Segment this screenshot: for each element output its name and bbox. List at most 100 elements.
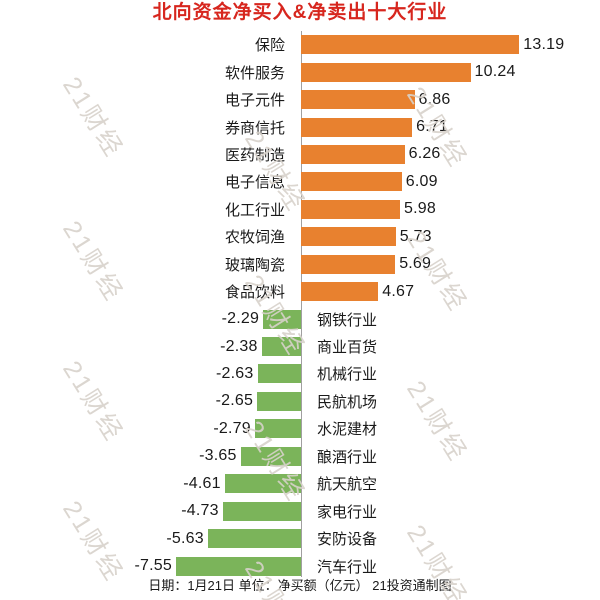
row-right-zone: 5.69 (301, 254, 600, 274)
chart-title: 北向资金净买入&净卖出十大行业 (152, 2, 448, 23)
category-label: 水泥建材 (317, 421, 378, 439)
category-label: 钢铁行业 (317, 311, 378, 329)
row-left-zone: 玻璃陶瓷 (0, 254, 301, 275)
row-right-zone: 钢铁行业 (301, 309, 600, 330)
bar-rows: 保险 13.19 软件服务 10.24 电子元件 6.86 券商信托 6.71 医药制造 6.26… (0, 31, 600, 580)
value-label: -2.63 (216, 364, 254, 382)
value-label: -2.65 (215, 392, 254, 410)
negative-bar-航天航空 (224, 474, 301, 494)
value-label: -2.38 (220, 337, 258, 355)
positive-bar-券商信托 (301, 117, 413, 137)
row-left-zone: -5.63 (0, 529, 301, 549)
value-label: 10.24 (474, 63, 516, 81)
bar-row-汽车行业: -7.55 汽车行业 (0, 552, 600, 579)
category-label: 软件服务 (224, 64, 285, 82)
bar-row-安防设备: -5.63 安防设备 (0, 525, 600, 552)
category-label: 券商信托 (224, 119, 285, 137)
row-left-zone: -2.29 (0, 309, 301, 329)
negative-bar-汽车行业 (176, 556, 301, 576)
positive-bar-化工行业 (301, 199, 400, 219)
value-label: 4.67 (382, 282, 415, 300)
negative-bar-机械行业 (257, 364, 301, 384)
category-label: 酿酒行业 (317, 448, 378, 466)
negative-bar-酿酒行业 (240, 446, 301, 466)
row-right-zone: 5.98 (301, 199, 600, 219)
value-label: 13.19 (523, 35, 565, 53)
positive-bar-保险 (301, 35, 520, 55)
value-label: 6.86 (418, 90, 451, 108)
row-left-zone: -4.73 (0, 501, 301, 521)
row-right-zone: 机械行业 (301, 363, 600, 384)
row-left-zone: -2.65 (0, 391, 301, 411)
category-label: 安防设备 (317, 531, 378, 549)
value-label: 6.26 (408, 145, 441, 163)
value-label: -4.61 (183, 474, 221, 492)
negative-bar-民航机场 (257, 391, 301, 411)
bar-row-电子信息: 电子信息 6.09 (0, 168, 600, 195)
plot-area: 保险 13.19 软件服务 10.24 电子元件 6.86 券商信托 6.71 医药制造 6.26… (0, 31, 600, 600)
row-left-zone: 医药制造 (0, 144, 301, 165)
bar-row-玻璃陶瓷: 玻璃陶瓷 5.69 (0, 251, 600, 278)
bar-row-医药制造: 医药制造 6.26 (0, 141, 600, 168)
row-right-zone: 酿酒行业 (301, 446, 600, 467)
row-left-zone: -2.79 (0, 419, 301, 439)
row-right-zone: 商业百货 (301, 336, 600, 357)
row-right-zone: 航天航空 (301, 473, 600, 494)
row-right-zone: 13.19 (301, 35, 600, 55)
category-label: 医药制造 (224, 146, 285, 164)
value-label: 6.09 (405, 172, 438, 190)
bar-row-水泥建材: -2.79 水泥建材 (0, 415, 600, 442)
value-label: -3.65 (199, 447, 237, 465)
negative-bar-钢铁行业 (263, 309, 301, 329)
category-label: 电子元件 (224, 92, 285, 110)
bar-row-软件服务: 软件服务 10.24 (0, 58, 600, 85)
row-right-zone: 家电行业 (301, 501, 600, 522)
bar-row-券商信托: 券商信托 6.71 (0, 113, 600, 140)
positive-bar-食品饮料 (301, 282, 379, 302)
row-left-zone: 保险 (0, 34, 301, 55)
bar-row-钢铁行业: -2.29 钢铁行业 (0, 305, 600, 332)
value-label: -2.29 (221, 310, 260, 328)
row-right-zone: 4.67 (301, 282, 600, 302)
row-right-zone: 6.86 (301, 90, 600, 110)
negative-bar-水泥建材 (254, 419, 301, 439)
row-right-zone: 汽车行业 (301, 556, 600, 577)
value-label: 5.73 (399, 227, 432, 245)
positive-bar-软件服务 (301, 62, 471, 82)
negative-bar-安防设备 (207, 529, 301, 549)
positive-bar-玻璃陶瓷 (301, 254, 396, 274)
positive-bar-电子元件 (301, 90, 415, 110)
value-label: -7.55 (134, 557, 172, 575)
category-label: 化工行业 (224, 201, 285, 219)
category-label: 玻璃陶瓷 (224, 256, 285, 274)
source-caption: 日期：1月21日 单位：净买额（亿元） 21投资通制图 (148, 578, 452, 593)
bar-row-酿酒行业: -3.65 酿酒行业 (0, 443, 600, 470)
category-label: 商业百货 (317, 339, 378, 357)
bar-row-食品饮料: 食品饮料 4.67 (0, 278, 600, 305)
bar-row-航天航空: -4.61 航天航空 (0, 470, 600, 497)
row-left-zone: 电子信息 (0, 171, 301, 192)
category-label: 航天航空 (317, 476, 378, 494)
positive-bar-电子信息 (301, 172, 402, 192)
category-label: 农牧饲渔 (224, 229, 285, 247)
bar-row-家电行业: -4.73 家电行业 (0, 497, 600, 524)
category-label: 民航机场 (317, 393, 378, 411)
negative-bar-商业百货 (261, 337, 301, 357)
row-right-zone: 5.73 (301, 227, 600, 247)
value-label: 5.98 (404, 200, 436, 218)
row-right-zone: 民航机场 (301, 391, 600, 412)
row-left-zone: -7.55 (0, 556, 301, 576)
category-label: 电子信息 (224, 174, 285, 192)
row-left-zone: 券商信托 (0, 117, 301, 138)
row-right-zone: 水泥建材 (301, 418, 600, 439)
value-label: -4.73 (181, 502, 219, 520)
row-left-zone: 农牧饲渔 (0, 226, 301, 247)
bar-row-电子元件: 电子元件 6.86 (0, 86, 600, 113)
bar-row-民航机场: -2.65 民航机场 (0, 388, 600, 415)
value-label: 5.69 (399, 255, 432, 273)
bar-row-机械行业: -2.63 机械行业 (0, 360, 600, 387)
bar-row-保险: 保险 13.19 (0, 31, 600, 58)
row-left-zone: 化工行业 (0, 199, 301, 220)
bar-row-农牧饲渔: 农牧饲渔 5.73 (0, 223, 600, 250)
category-label: 家电行业 (317, 503, 378, 521)
